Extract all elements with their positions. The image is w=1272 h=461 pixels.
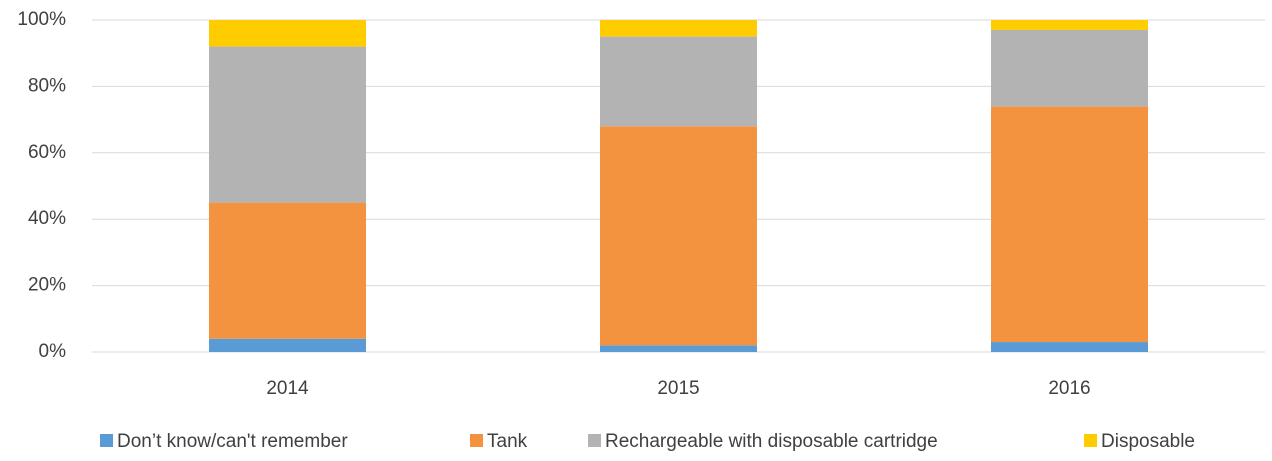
bar-segment bbox=[600, 126, 757, 346]
bar-segment bbox=[209, 202, 366, 339]
y-tick-label: 100% bbox=[17, 9, 66, 30]
legend-label: Rechargeable with disposable cartridge bbox=[605, 431, 938, 452]
y-tick-label: 60% bbox=[28, 142, 66, 163]
bar-segment bbox=[209, 338, 366, 352]
x-tick-label: 2014 bbox=[266, 378, 309, 399]
legend-label: Disposable bbox=[1101, 431, 1195, 452]
y-tick-label: 20% bbox=[28, 275, 66, 296]
legend-swatch bbox=[1084, 434, 1097, 447]
bar-segment bbox=[991, 342, 1148, 352]
y-tick-label: 0% bbox=[39, 341, 67, 362]
bar-segment bbox=[600, 345, 757, 352]
legend-swatch bbox=[470, 434, 483, 447]
bar-segment bbox=[600, 20, 757, 37]
bar-segment bbox=[600, 36, 757, 127]
bar-segment bbox=[991, 29, 1148, 107]
y-tick-label: 40% bbox=[28, 208, 66, 229]
bar-segment bbox=[209, 20, 366, 47]
bar-segment bbox=[991, 20, 1148, 30]
x-tick-label: 2015 bbox=[657, 378, 699, 399]
legend-swatch bbox=[100, 434, 113, 447]
bar-segment bbox=[209, 46, 366, 203]
legend-swatch bbox=[588, 434, 601, 447]
x-tick-label: 2016 bbox=[1048, 378, 1090, 399]
legend-label: Don’t know/can't remember bbox=[117, 431, 348, 452]
bar-segment bbox=[991, 106, 1148, 343]
y-tick-label: 80% bbox=[28, 75, 66, 96]
legend-label: Tank bbox=[487, 431, 528, 452]
